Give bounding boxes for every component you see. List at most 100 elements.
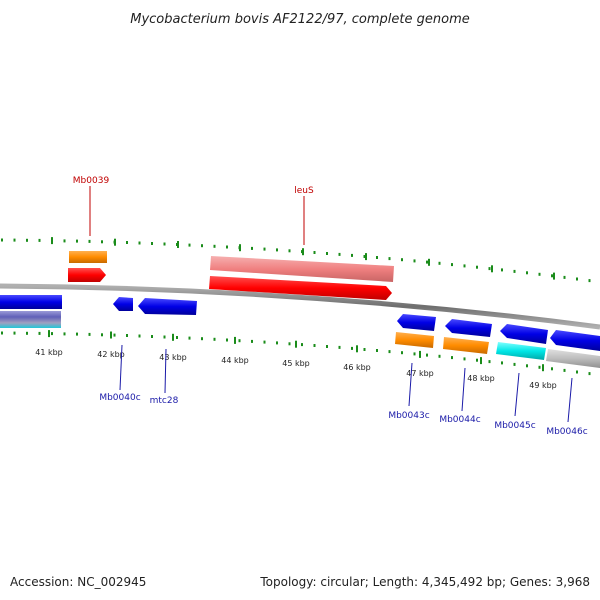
feature-mb0043c-cds[interactable] bbox=[397, 314, 436, 331]
minor-tick bbox=[501, 268, 503, 272]
minor-tick bbox=[526, 364, 528, 368]
map-title: Mycobacterium bovis AF2122/97, complete … bbox=[130, 12, 469, 27]
minor-tick bbox=[326, 345, 328, 348]
minor-tick bbox=[588, 372, 591, 376]
minor-tick bbox=[201, 337, 203, 341]
reverse-tick-row bbox=[1, 330, 591, 376]
gene-label-mb0045c[interactable]: Mb0045c bbox=[494, 421, 535, 431]
minor-tick bbox=[13, 238, 16, 242]
minor-tick bbox=[288, 342, 291, 346]
minor-tick bbox=[313, 251, 316, 254]
leader-line bbox=[567, 377, 573, 423]
minor-tick bbox=[13, 331, 16, 335]
genome-backbone bbox=[0, 283, 600, 330]
tick-label: 42 kbp bbox=[97, 350, 125, 359]
minor-tick bbox=[263, 340, 266, 344]
feature-left-cds[interactable] bbox=[0, 295, 62, 309]
minor-tick bbox=[301, 343, 303, 347]
minor-tick bbox=[276, 248, 278, 252]
feature-mb0040c-cds[interactable] bbox=[113, 297, 133, 311]
leader-line bbox=[164, 348, 167, 394]
feature-mb0045c-gene[interactable] bbox=[496, 342, 546, 360]
minor-tick bbox=[576, 277, 578, 281]
minor-tick bbox=[126, 241, 128, 244]
minor-tick bbox=[413, 352, 416, 356]
minor-tick bbox=[76, 239, 78, 243]
minor-tick bbox=[351, 253, 353, 257]
minor-tick bbox=[438, 261, 441, 265]
leader-line bbox=[514, 372, 520, 417]
minor-tick bbox=[201, 244, 203, 248]
feature-mb0044c-cds[interactable] bbox=[445, 319, 492, 337]
gene-label-mtc28[interactable]: mtc28 bbox=[150, 396, 179, 406]
minor-tick bbox=[476, 265, 478, 269]
minor-tick bbox=[426, 353, 428, 357]
tick-labels: 41 kbp 42 kbp 43 kbp 44 kbp 45 kbp 46 kb… bbox=[35, 348, 557, 390]
leader-line bbox=[461, 367, 466, 412]
gene-label-mb0046c[interactable]: Mb0046c bbox=[546, 427, 587, 437]
minor-tick bbox=[226, 338, 228, 342]
reverse-features bbox=[0, 295, 600, 368]
minor-tick bbox=[251, 246, 253, 250]
gene-label-mb0039[interactable]: Mb0039 bbox=[73, 176, 110, 186]
minor-tick bbox=[376, 256, 378, 259]
minor-tick bbox=[388, 350, 391, 354]
minor-tick bbox=[251, 339, 253, 343]
minor-tick bbox=[476, 358, 478, 362]
minor-tick bbox=[438, 354, 441, 358]
feature-mb0039-cds[interactable] bbox=[68, 268, 106, 282]
gene-label-mb0040c[interactable]: Mb0040c bbox=[99, 393, 140, 403]
minor-tick bbox=[151, 335, 153, 338]
minor-tick bbox=[38, 238, 41, 242]
gene-label-mb0044c[interactable]: Mb0044c bbox=[439, 415, 480, 425]
minor-tick bbox=[163, 335, 166, 339]
minor-tick bbox=[26, 331, 28, 335]
minor-tick bbox=[213, 337, 216, 341]
minor-tick bbox=[101, 333, 103, 337]
minor-tick bbox=[426, 260, 428, 264]
minor-tick bbox=[563, 275, 566, 279]
minor-tick bbox=[163, 242, 166, 246]
tick-label: 46 kbp bbox=[343, 363, 371, 372]
minor-tick bbox=[276, 341, 278, 345]
minor-tick bbox=[363, 348, 366, 351]
minor-tick bbox=[226, 245, 228, 249]
gene-label-mb0043c[interactable]: Mb0043c bbox=[388, 411, 429, 421]
feature-mtc28-cds[interactable] bbox=[138, 298, 197, 315]
minor-tick bbox=[463, 357, 466, 361]
minor-tick bbox=[51, 332, 53, 336]
tick-label: 44 kbp bbox=[221, 356, 249, 365]
feature-mb0044c-gene[interactable] bbox=[443, 337, 489, 354]
feature-left-stack[interactable] bbox=[0, 311, 61, 328]
minor-tick bbox=[338, 345, 341, 349]
gene-label-leus[interactable]: leuS bbox=[294, 186, 314, 196]
feature-mb0046c-cds[interactable] bbox=[550, 330, 600, 351]
feature-leus-cds[interactable] bbox=[209, 276, 392, 300]
minor-tick bbox=[151, 242, 153, 245]
minor-tick bbox=[513, 269, 516, 273]
feature-mb0039-gene[interactable] bbox=[69, 251, 107, 263]
minor-tick bbox=[188, 243, 191, 247]
minor-tick bbox=[538, 272, 541, 276]
minor-tick bbox=[588, 279, 591, 283]
minor-tick bbox=[26, 238, 28, 242]
tick-label: 48 kbp bbox=[467, 374, 495, 383]
leader-line bbox=[119, 344, 123, 391]
forward-tick-row bbox=[1, 237, 591, 283]
minor-tick bbox=[576, 370, 578, 374]
tick-label: 41 kbp bbox=[35, 348, 63, 357]
minor-tick bbox=[176, 336, 178, 339]
minor-tick bbox=[388, 257, 391, 261]
feature-mb0046c-gene[interactable] bbox=[546, 349, 600, 368]
minor-tick bbox=[76, 332, 78, 336]
minor-tick bbox=[138, 334, 141, 338]
feature-leus-gene[interactable] bbox=[210, 256, 394, 282]
minor-tick bbox=[463, 264, 466, 268]
minor-tick bbox=[488, 267, 491, 271]
leader-line bbox=[408, 362, 413, 407]
feature-mb0045c-cds[interactable] bbox=[500, 324, 548, 344]
feature-mb0043c-gene[interactable] bbox=[395, 332, 434, 348]
minor-tick bbox=[288, 249, 291, 253]
minor-tick bbox=[88, 332, 91, 336]
minor-tick bbox=[351, 346, 353, 350]
